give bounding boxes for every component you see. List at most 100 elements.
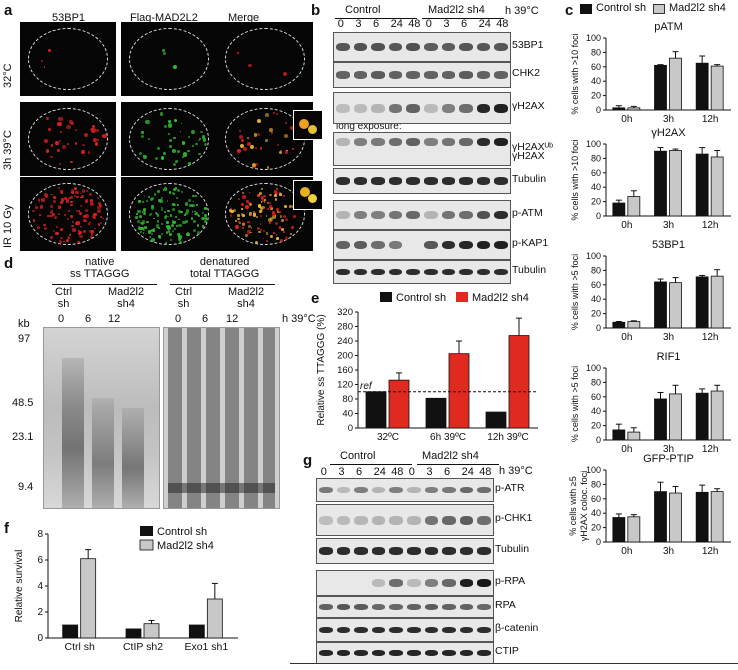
focus-dot [279,238,284,243]
bar [627,107,641,111]
focus-dot [283,195,286,197]
focus-dot [166,199,169,202]
chart-title: 53BP1 [652,239,685,251]
legend-swatch [140,526,153,536]
band [406,486,421,494]
focus-dot [182,221,186,225]
band [424,604,439,610]
chart-e: 0 40 80 120 160 200 240 280 320 32ºC 6h 39ºC 12h 39… [316,292,538,443]
focus-dot [138,225,140,228]
focus-dot [157,146,161,151]
focus-dot [43,65,46,68]
focus-dot [193,210,196,213]
lane-label: 48 [391,466,404,478]
focus-dot [266,240,268,242]
band [389,650,404,656]
focus-dot [43,226,48,231]
focus-dot [173,221,176,224]
focus-dot [57,213,60,216]
band [494,42,509,52]
band [318,650,333,656]
panel-letter-a: a [4,2,13,19]
focus-dot [77,209,80,212]
category-label: 0h [621,114,632,124]
group-ctrl-sh-1: Ctrl sh [55,286,73,310]
chart-title: GFP-PTIP [643,453,694,465]
focus-dot [182,155,185,158]
y-axis-label: γH2AX coloc. foci [579,471,589,542]
focus-dot [60,130,63,133]
lane-label: 0 [58,313,65,325]
focus-dot [183,152,188,157]
focus-dot [170,223,175,228]
category-label: 12h [702,444,719,454]
band [476,177,491,185]
focus-dot [172,162,176,166]
focus-dot [68,197,70,199]
band [441,240,456,250]
band [441,210,456,220]
focus-dot [169,145,172,148]
band [388,103,403,113]
focus-dot [96,139,99,141]
marker-48-5: 48.5 [12,397,34,409]
focus-dot [245,200,249,204]
focus-dot [166,220,169,224]
focus-dot [276,188,279,191]
band [406,268,421,276]
band [442,486,456,494]
bar [612,321,626,329]
focus-dot [75,222,78,225]
focus-dot [91,128,96,133]
kb-label: kb [18,318,30,330]
focus-dot [247,224,252,229]
blot-label: Tubulin [512,264,547,276]
focus-dot [149,236,151,238]
focus-dot [240,202,245,207]
blot-strip [316,478,494,502]
focus-dot [201,211,204,215]
bar [669,492,682,543]
bar [669,150,682,217]
chart-c-4: 0 20 40 60 80 100 0h 3h 12h RIF1 % cells with >5 f… [570,351,731,454]
focus-dot [96,196,100,200]
blot-label: p-ATR [495,482,525,494]
focus-dot [50,122,53,125]
focus-dot [155,157,159,161]
focus-dot [148,230,152,234]
band [371,579,386,587]
blot-strip [333,92,511,124]
lane-label: 48 [408,18,421,30]
focus-dot [198,152,201,156]
band [335,268,350,276]
focus-dot [245,205,249,209]
focus-dot [151,238,155,242]
legend-label: Mad2l2 sh4 [472,292,529,304]
focus-dot [268,127,273,132]
band [441,103,456,113]
focus-dot [91,125,95,129]
band [477,486,492,494]
band [371,515,386,525]
band [459,604,474,610]
focus-dot [61,145,66,150]
band [371,650,386,656]
band [459,486,474,494]
chart-title: γH2AX [651,127,686,139]
blot-strip [316,504,494,536]
category-label: CtIP sh2 [123,641,163,653]
time-unit-g: h 39°C [499,465,533,477]
bar [669,282,682,329]
band [441,177,456,185]
focus-dot [158,237,161,240]
category-label: 3h [663,114,674,124]
band [371,210,385,220]
focus-dot [57,204,62,209]
focus-dot [88,223,90,225]
focus-dot [57,121,62,127]
y-axis-label: % cells with >5 foci [570,366,580,442]
lane-label: 3 [355,18,362,30]
legend-swatch [139,539,154,551]
y-tick-label: 280 [337,322,353,333]
focus-dot [155,224,160,228]
